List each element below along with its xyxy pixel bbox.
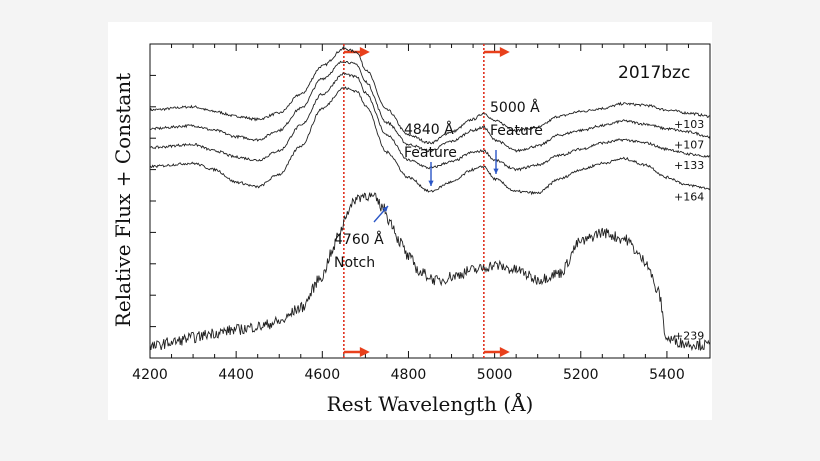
x-tick-labels: 4200 4400 4600 4800 5000 5200 5400 <box>132 367 685 383</box>
velocity-arrow-head <box>359 47 370 57</box>
velocity-arrow-head <box>359 347 370 357</box>
plot-frame <box>149 43 711 359</box>
annotation-arrow-head <box>428 180 434 186</box>
epoch-label: +133 <box>674 159 704 172</box>
epoch-labels: +103 +107 +133 +164 +239 <box>674 118 704 342</box>
axis-ticks <box>149 44 711 358</box>
object-label: 2017bzc <box>618 63 690 83</box>
feature-annotations: 4840 Å Feature 5000 Å Feature 4760 Å Notch <box>334 99 543 271</box>
epoch-label: +103 <box>674 118 704 131</box>
annotation-title: 5000 Å <box>490 99 540 116</box>
spectrum-line <box>149 46 711 145</box>
annotation-arrow-head <box>493 168 499 174</box>
x-axis-title: Rest Wavelength (Å) <box>327 391 534 416</box>
annotation-title: 4840 Å <box>404 121 454 138</box>
spectra-chart: 4200 4400 4600 4800 5000 5200 5400 +103 +107 +13… <box>111 43 711 416</box>
spectra-series <box>149 46 711 352</box>
x-tick-label: 5200 <box>563 367 599 383</box>
annotation-subtitle: Feature <box>490 123 543 139</box>
x-tick-label: 4400 <box>218 367 254 383</box>
annotation-arrow-head <box>382 206 388 212</box>
velocity-arrow-head <box>499 347 510 357</box>
x-tick-label: 5000 <box>477 367 513 383</box>
spectrum-line <box>149 86 711 196</box>
epoch-label: +239 <box>674 329 704 342</box>
spectrum-line <box>149 192 711 352</box>
epoch-label: +164 <box>674 190 704 203</box>
velocity-arrow-head <box>499 47 510 57</box>
annotation-subtitle: Feature <box>404 145 457 161</box>
annotation-subtitle: Notch <box>334 255 375 271</box>
y-axis-title: Relative Flux + Constant <box>111 73 135 327</box>
spectra-figure: 4200 4400 4600 4800 5000 5200 5400 +103 +107 +13… <box>108 22 712 420</box>
vertical-markers <box>343 44 510 358</box>
spectrum-line <box>149 72 711 172</box>
x-tick-label: 5400 <box>649 367 685 383</box>
x-tick-label: 4600 <box>304 367 340 383</box>
annotation-title: 4760 Å <box>334 231 384 248</box>
x-tick-label: 4200 <box>132 367 168 383</box>
spectrum-line <box>149 60 711 153</box>
epoch-label: +107 <box>674 139 704 152</box>
x-tick-label: 4800 <box>391 367 427 383</box>
